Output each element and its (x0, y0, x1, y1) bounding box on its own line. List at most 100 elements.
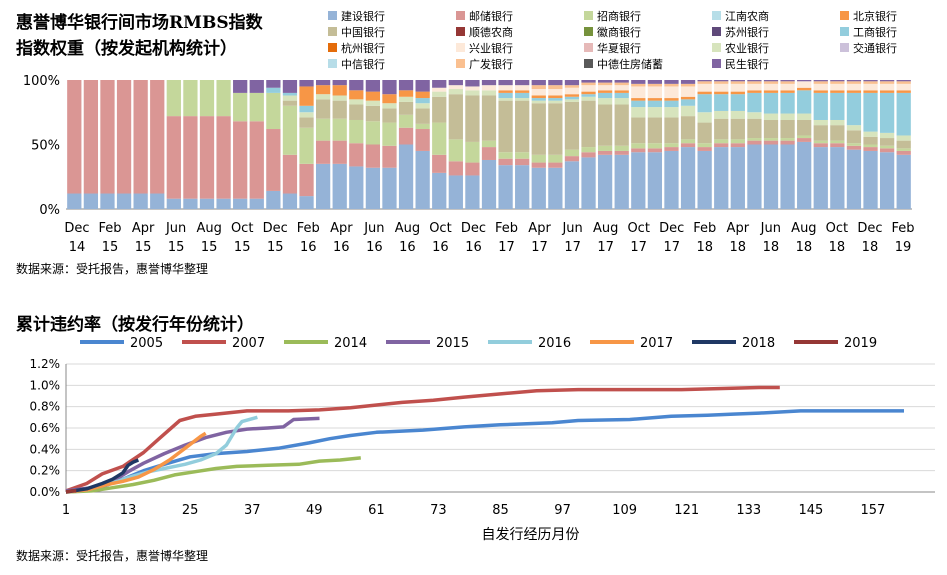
bar-segment (647, 83, 663, 87)
x-tick-label: Feb (297, 221, 320, 236)
legend-item: 苏州银行 (712, 24, 840, 39)
bar-segment (332, 80, 347, 86)
bar-segment (332, 100, 347, 119)
x-tick-label: 145 (798, 503, 823, 518)
top-chart-title-line2: 指数权重（按发起机构统计） (16, 39, 237, 59)
bar-segment (531, 154, 546, 163)
bar-segment (813, 125, 828, 141)
bar-segment (664, 147, 679, 151)
bar-segment (581, 85, 596, 92)
bar-segment (597, 80, 613, 83)
bar-segment (365, 144, 381, 168)
bar-segment (349, 104, 364, 120)
bar-segment (299, 112, 314, 118)
bar-segment (846, 125, 862, 131)
x-tick-label: 13 (120, 503, 137, 518)
x-tick-label: 61 (368, 503, 385, 518)
series-line-2018 (65, 458, 140, 494)
bar-segment (647, 98, 663, 101)
bar-segment (647, 152, 663, 209)
bar-segment (199, 198, 215, 209)
legend-swatch (712, 59, 721, 68)
bar-segment (515, 165, 530, 209)
bar-segment (697, 112, 712, 123)
bar-segment (299, 86, 314, 106)
bottom-line-chart: 0.0% 0.2% 0.4% 0.6% 0.8% 1.0% 1.2% 1 13 25 37 49 61 7… (30, 357, 935, 543)
bar-segment (564, 99, 580, 102)
x-tick-label: 16 (366, 240, 383, 255)
bar-segment (747, 90, 762, 93)
bar-segment (382, 103, 397, 109)
bar-segment (448, 139, 463, 162)
bar-segment (100, 193, 115, 209)
bar-segment (879, 80, 895, 82)
bar-segment (597, 90, 613, 93)
y-tick-label: 0.4% (30, 442, 61, 456)
bar-segment (415, 129, 430, 151)
bar-segment (315, 99, 331, 119)
legend-label: 建设银行 (341, 9, 385, 23)
bar-segment (763, 83, 779, 91)
bar-segment (415, 98, 430, 104)
bar-segment (498, 90, 513, 93)
x-tick-label: 16 (465, 240, 482, 255)
bar-segment (714, 83, 729, 92)
bottom-chart-title: 累计违约率（按发行年份统计） (16, 315, 254, 335)
bar-segment (830, 140, 845, 144)
bar-segment (299, 117, 314, 128)
bar-segment (415, 91, 430, 99)
x-tick-label: Feb (495, 221, 518, 236)
x-tick-label: 121 (674, 503, 699, 518)
bar-segment (780, 113, 795, 120)
bar-segment (896, 92, 911, 136)
legend-item: 建设银行 (328, 8, 456, 23)
bar-segment (896, 148, 911, 151)
bar-segment (763, 138, 779, 141)
bar-segment (797, 113, 812, 120)
bar-segment (531, 89, 546, 96)
bar-segment (730, 81, 745, 84)
bar-segment (714, 81, 729, 84)
bar-segment (763, 113, 779, 120)
legend-item: 交通银行 (840, 40, 940, 55)
legend-swatch (456, 43, 465, 52)
bar-segment (166, 198, 181, 209)
bar-segment (664, 98, 679, 101)
bar-segment (249, 80, 264, 93)
bar-segment (448, 89, 463, 95)
legend-item: 中信银行 (328, 56, 456, 71)
x-tick-label: Feb (693, 221, 716, 236)
series-line-2007 (65, 385, 780, 493)
legend-swatch (328, 11, 337, 20)
bar-segment (465, 141, 480, 163)
bar-segment (564, 94, 580, 97)
bar-segment (797, 141, 812, 209)
bar-segment (199, 80, 215, 117)
bar-segment (813, 83, 828, 91)
bar-segment (714, 143, 729, 148)
legend-label: 华夏银行 (597, 41, 641, 55)
legend-label: 2018 (742, 336, 775, 351)
bar-segment (548, 80, 563, 86)
bar-segment (647, 143, 663, 149)
bar-segment (150, 193, 165, 209)
bar-segment (830, 83, 845, 91)
bar-segment (830, 125, 845, 141)
bar-segment (531, 103, 546, 155)
bar-segment (448, 175, 463, 209)
bar-segment (863, 147, 878, 151)
x-tick-label: Apr (727, 221, 750, 236)
bar-segment (697, 94, 712, 113)
bar-segment (299, 80, 314, 87)
bar-segment (266, 87, 281, 93)
bar-segment (631, 80, 646, 84)
legend-item: 招商银行 (584, 8, 712, 23)
x-tick-label: Feb (99, 221, 122, 236)
bar-segment (531, 85, 546, 90)
legend-item: 中德住房储蓄 (584, 56, 712, 71)
bar-segment (365, 80, 381, 92)
bar-segment (581, 94, 596, 97)
bar-segment (83, 80, 99, 194)
series-line-2014 (65, 456, 361, 494)
x-tick-label: 37 (244, 503, 261, 518)
